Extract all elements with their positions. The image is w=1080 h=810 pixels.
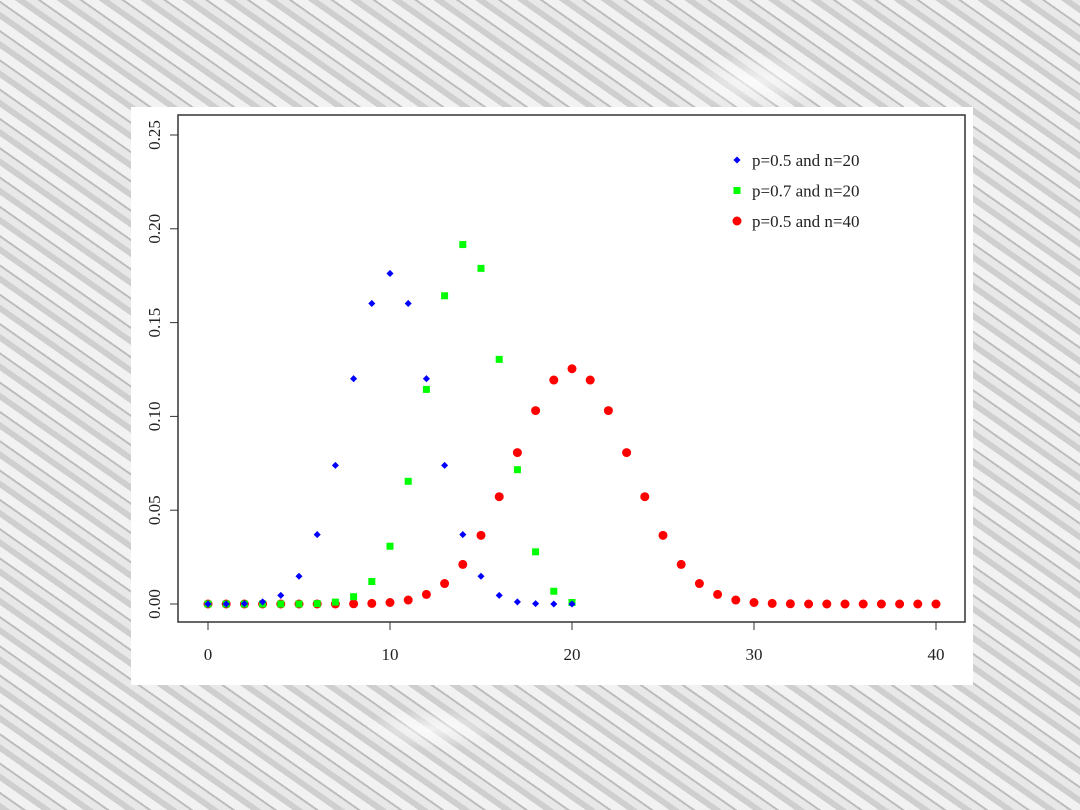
y-tick-label: 0.25 (145, 120, 164, 150)
legend-label: p=0.7 and n=20 (752, 182, 859, 201)
y-tick-label: 0.15 (145, 308, 164, 338)
data-point-diamond (259, 598, 267, 606)
y-tick-label: 0.05 (145, 495, 164, 525)
data-point-square (331, 598, 339, 606)
data-point-circle (440, 579, 450, 589)
data-point-circle (640, 492, 650, 502)
data-point-square (532, 548, 540, 556)
data-point-circle (767, 598, 777, 608)
data-point-diamond (422, 375, 430, 383)
data-point-circle (349, 599, 359, 609)
data-point-diamond (459, 531, 467, 539)
data-point-diamond (204, 600, 212, 608)
data-point-circle (876, 599, 886, 609)
legend-marker-square (733, 187, 741, 194)
x-tick-label: 20 (564, 645, 581, 664)
data-point-diamond (568, 600, 576, 608)
data-point-circle (785, 599, 795, 609)
data-point-diamond (350, 375, 358, 383)
data-point-diamond (513, 598, 521, 606)
y-tick-label: 0.10 (145, 402, 164, 432)
data-point-circle (822, 599, 832, 609)
data-point-square (277, 600, 285, 608)
data-point-circle (658, 530, 668, 540)
data-point-circle (931, 599, 941, 609)
y-tick-label: 0.00 (145, 589, 164, 619)
data-point-square (368, 577, 376, 585)
data-point-circle (731, 595, 741, 605)
data-point-circle (585, 375, 595, 385)
legend-label: p=0.5 and n=20 (752, 151, 859, 170)
data-point-square (313, 600, 321, 608)
y-tick-label: 0.20 (145, 214, 164, 244)
data-point-circle (622, 448, 632, 458)
x-tick-label: 30 (746, 645, 763, 664)
legend-label: p=0.5 and n=40 (752, 212, 859, 231)
data-point-diamond (386, 269, 394, 277)
data-point-diamond (313, 531, 321, 539)
data-point-circle (549, 375, 559, 385)
data-point-circle (858, 599, 868, 609)
data-point-diamond (331, 461, 339, 469)
data-point-circle (367, 598, 377, 608)
data-point-circle (840, 599, 850, 609)
legend-marker-diamond (733, 156, 741, 164)
data-point-circle (476, 530, 486, 540)
data-point-circle (749, 597, 759, 607)
data-point-circle (913, 599, 923, 609)
data-point-circle (385, 597, 395, 607)
data-point-diamond (368, 299, 376, 308)
x-tick-label: 0 (204, 645, 213, 664)
data-point-diamond (240, 600, 248, 608)
data-point-circle (804, 599, 814, 609)
legend-marker-circle (732, 216, 742, 226)
data-point-diamond (404, 299, 412, 308)
data-point-square (295, 600, 303, 608)
data-point-square (550, 587, 558, 595)
data-point-diamond (550, 600, 558, 608)
data-point-circle (694, 579, 704, 589)
data-point-circle (403, 595, 413, 605)
x-tick-label: 10 (382, 645, 399, 664)
data-point-diamond (532, 600, 540, 608)
data-point-circle (713, 589, 723, 599)
data-point-circle (895, 599, 905, 609)
data-point-square (477, 264, 485, 272)
data-point-circle (567, 364, 577, 374)
data-point-circle (676, 559, 686, 569)
data-point-diamond (441, 461, 449, 469)
data-point-circle (494, 492, 504, 502)
data-point-diamond (495, 591, 503, 599)
data-point-diamond (277, 591, 285, 599)
data-point-diamond (222, 600, 230, 608)
data-point-square (386, 542, 394, 550)
data-point-circle (421, 589, 431, 599)
data-point-circle (458, 559, 468, 569)
data-point-square (422, 385, 430, 393)
data-point-circle (603, 406, 613, 416)
data-point-circle (512, 448, 522, 458)
data-point-circle (531, 406, 541, 416)
data-point-diamond (295, 572, 303, 580)
data-point-square (513, 466, 521, 474)
data-point-diamond (477, 572, 485, 580)
data-point-square (459, 241, 467, 249)
x-tick-label: 40 (928, 645, 945, 664)
data-point-square (404, 477, 412, 485)
data-point-square (495, 355, 503, 363)
data-point-square (441, 292, 449, 300)
data-point-square (350, 593, 358, 601)
